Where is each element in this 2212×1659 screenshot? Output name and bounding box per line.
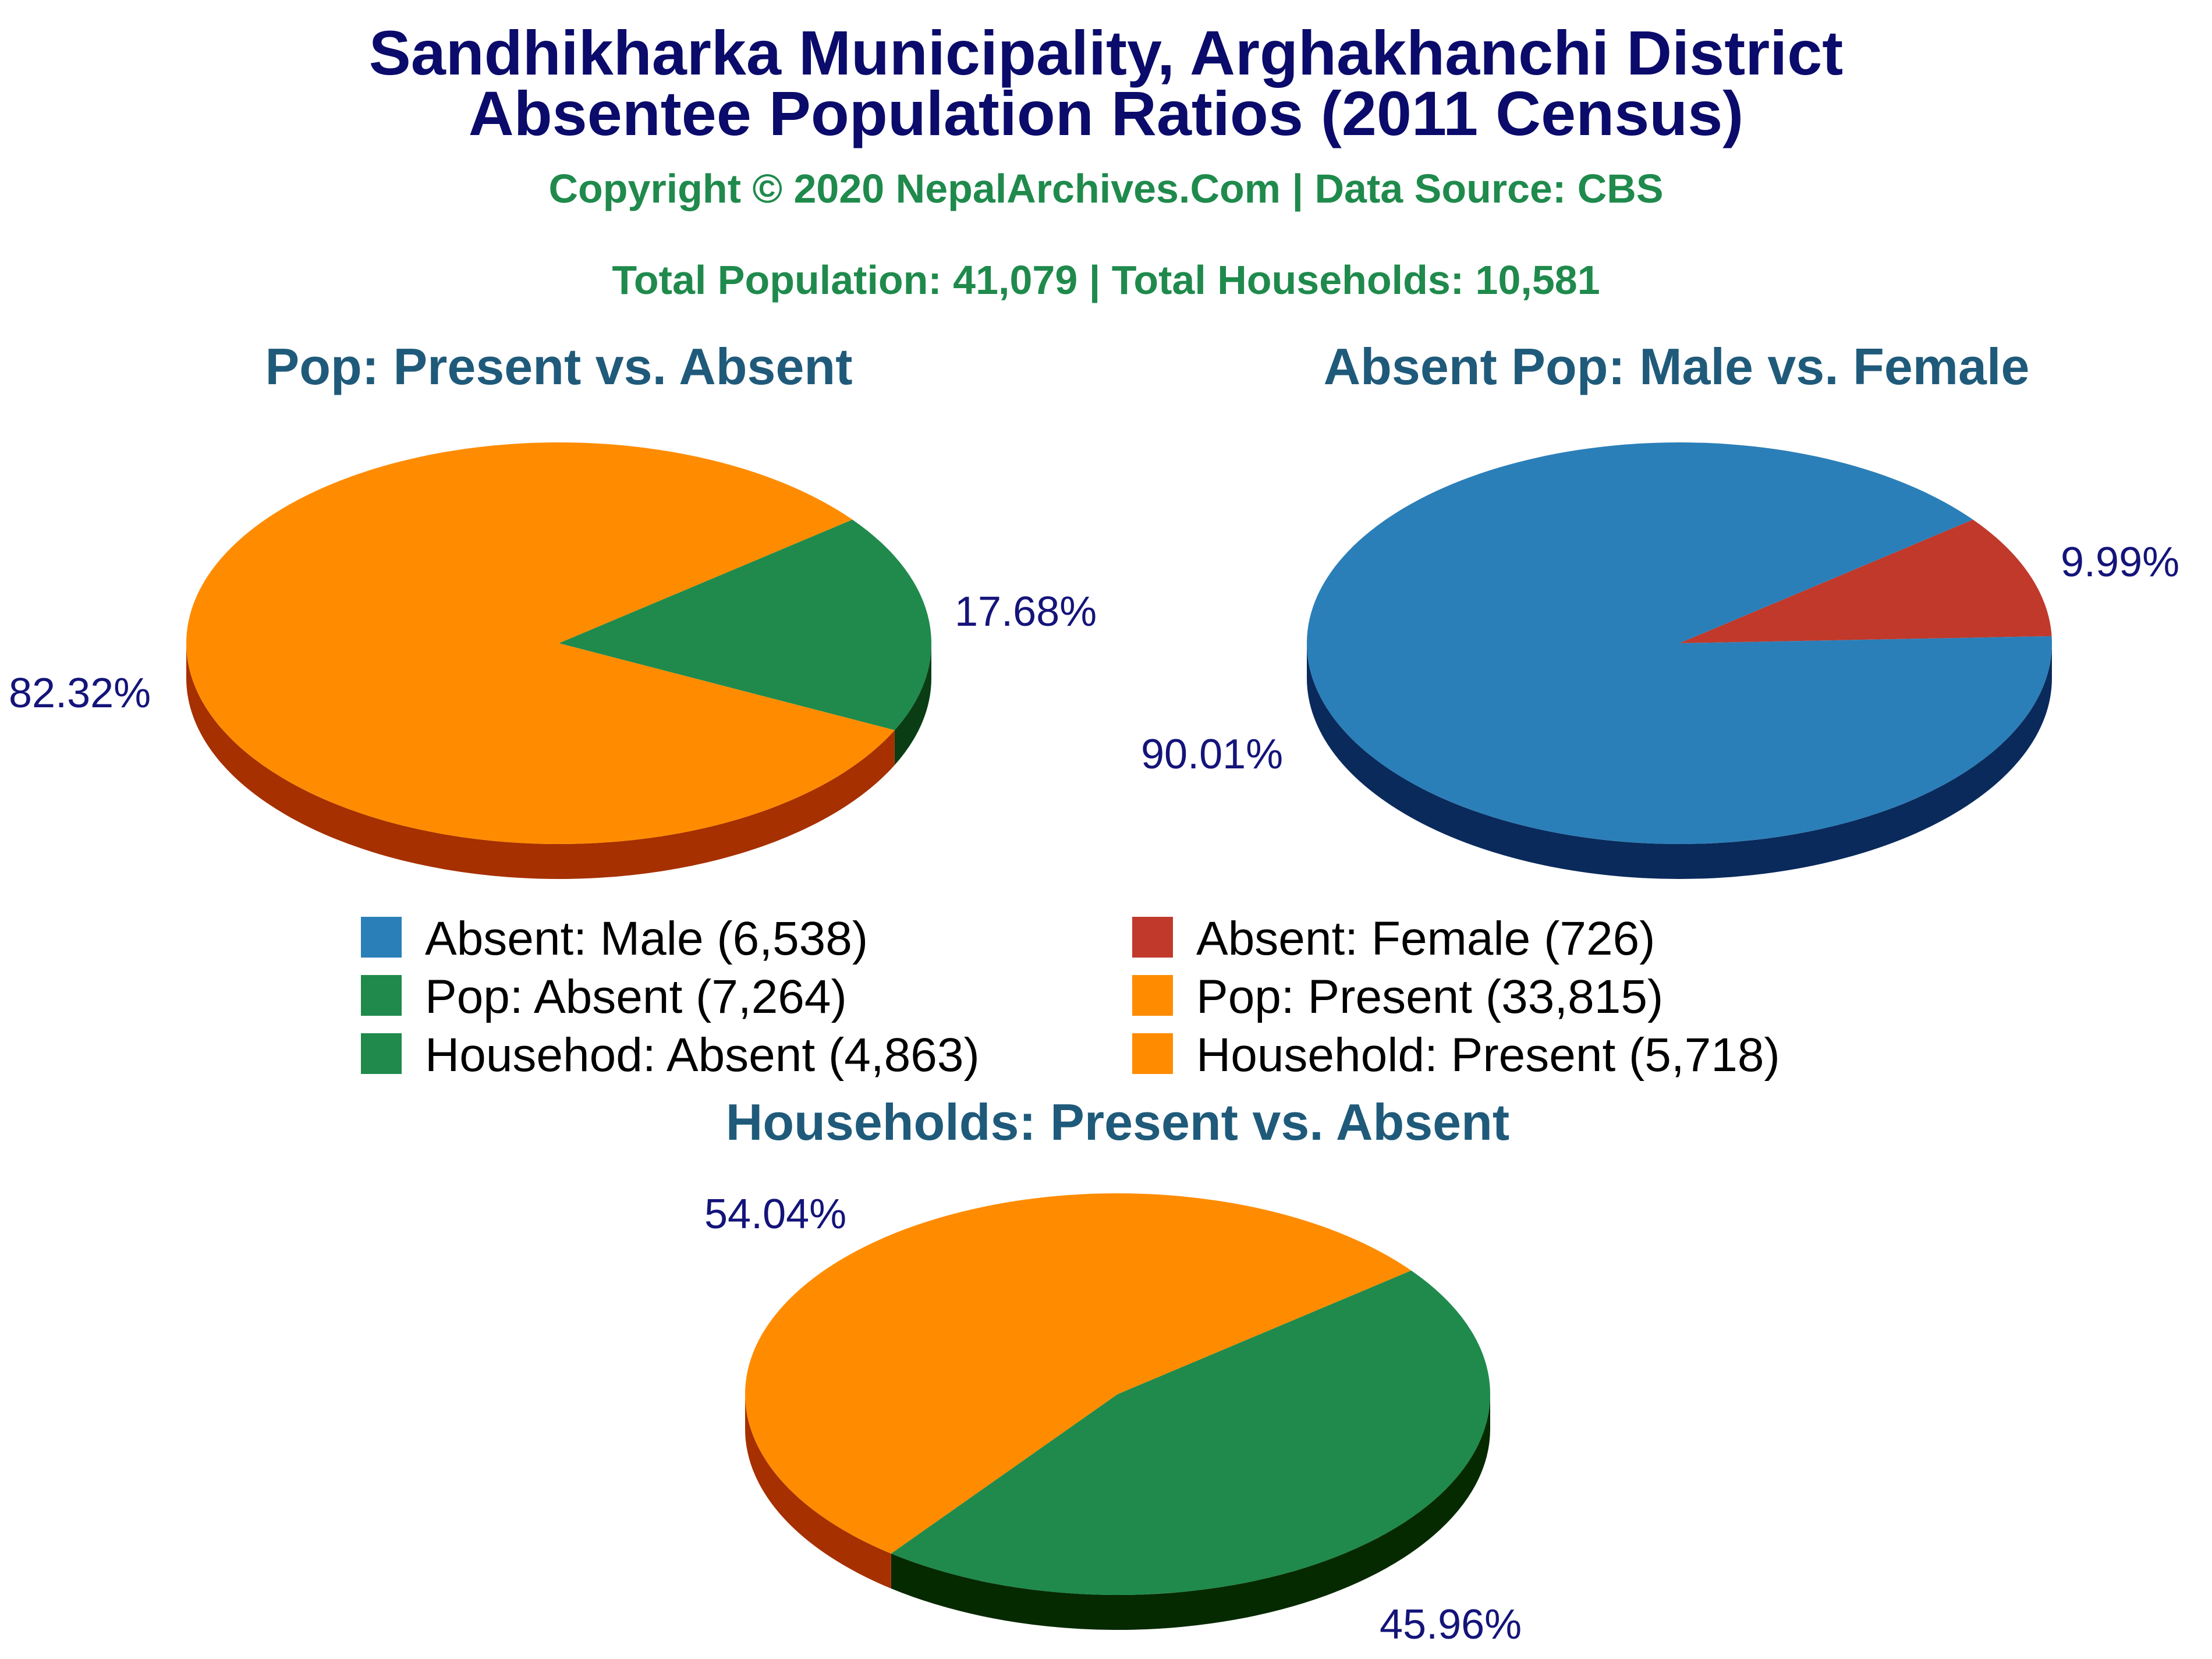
legend-label-pop-present: Pop: Present (33,815) [1196,970,1663,1023]
copyright-text: Copyright © 2020 NepalArchives.Com | Dat… [548,166,1663,212]
pie-charts [186,442,2052,1630]
legend-swatch-pop-absent [361,975,402,1016]
pie2-label-male: 90.01% [1141,731,1283,778]
legend-swatch-pop-present [1132,975,1173,1016]
pie3-side-1 [745,1394,891,1589]
pie1-label-absent: 17.68% [955,589,1097,635]
chart-title-line2: Absentee Population Ratios (2011 Census) [469,78,1744,148]
legend-label-household-absent: Househod: Absent (4,863) [425,1029,980,1082]
pie2-label-female: 9.99% [2061,539,2179,586]
legend-swatch-absent-male [361,917,402,958]
pie2-slice-0 [1679,519,2052,643]
legend-swatch-household-absent [361,1033,402,1074]
chart-title-line1: Sandhikharka Municipality, Arghakhanchi … [369,17,1844,88]
pie2-title: Absent Pop: Male vs. Female [1324,338,2030,395]
legend-label-absent-male: Absent: Male (6,538) [425,912,868,965]
pie2-slice-1 [1307,442,2052,844]
pie3-side-0 [891,1394,1490,1630]
legend-swatch-household-present [1132,1033,1173,1074]
legend-label-pop-absent: Pop: Absent (7,264) [425,970,847,1023]
totals-text: Total Population: 41,079 | Total Househo… [612,257,1600,303]
pie3-title: Households: Present vs. Absent [726,1093,1509,1151]
pie3-slice-0 [891,1270,1491,1596]
pie3-label-absent: 45.96% [1380,1601,1522,1648]
legend-swatch-absent-female [1132,917,1173,958]
pie1-title: Pop: Present vs. Absent [265,338,853,395]
legend: Absent: Male (6,538) Absent: Female (726… [361,912,1780,1082]
pie1-side-1 [186,643,895,880]
pie3-label-present: 54.04% [704,1191,846,1238]
pie3-slice-1 [745,1193,1412,1554]
pie1-side-0 [894,643,931,765]
pie1-slice-0 [559,519,931,731]
legend-label-household-present: Household: Present (5,718) [1196,1029,1780,1082]
pie1-slice-1 [186,442,895,844]
pie2-side-1 [1307,643,2052,879]
legend-label-absent-female: Absent: Female (726) [1196,912,1656,965]
pie1-label-present: 82.32% [9,670,151,717]
